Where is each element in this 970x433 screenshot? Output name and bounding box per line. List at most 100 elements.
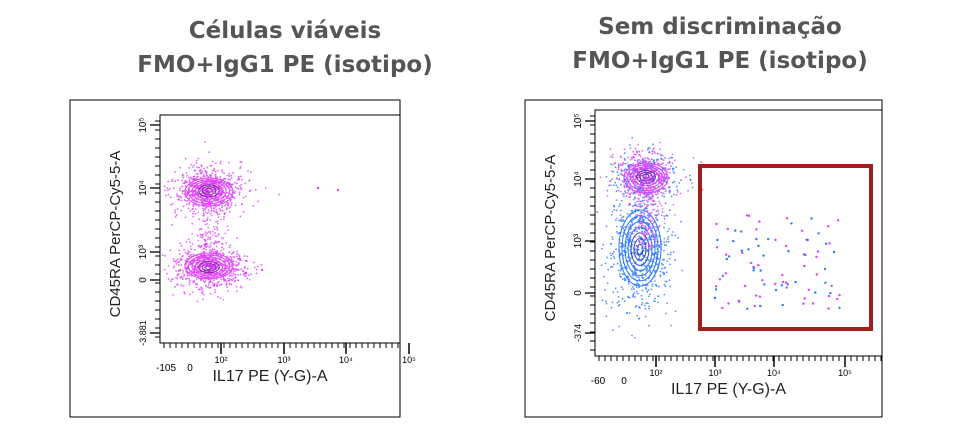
event-dot <box>179 242 182 245</box>
event-dot <box>211 190 213 192</box>
event-dot <box>228 172 231 175</box>
event-dot <box>172 278 175 280</box>
event-dot <box>179 259 182 262</box>
event-dot <box>221 204 224 207</box>
event-dot <box>181 179 184 182</box>
outlier-dot <box>336 188 340 192</box>
event-dot <box>188 201 191 204</box>
event-dot <box>222 253 225 256</box>
event-dot <box>209 219 212 221</box>
event-dot <box>222 269 224 272</box>
event-dot <box>247 170 249 172</box>
event-dot <box>239 273 242 276</box>
population-bridge <box>191 189 230 269</box>
event-dot <box>208 203 211 206</box>
event-dot <box>215 226 218 228</box>
event-dot <box>227 204 229 207</box>
event-dot <box>170 280 172 283</box>
event-dot <box>188 281 191 284</box>
event-dot <box>230 177 233 180</box>
event-dot <box>204 211 207 214</box>
event-dot <box>214 253 217 255</box>
event-dot <box>177 198 180 201</box>
event-dot <box>200 289 203 291</box>
event-dot <box>222 278 225 281</box>
event-dot <box>209 205 212 208</box>
event-dot <box>229 206 232 208</box>
event-dot <box>213 285 216 287</box>
event-dot <box>186 277 189 280</box>
event-dot <box>230 279 233 281</box>
event-dot <box>192 177 195 180</box>
event-dot <box>202 298 204 301</box>
event-dot <box>232 260 235 263</box>
event-dot <box>219 202 222 205</box>
event-dot <box>204 231 207 233</box>
event-dot <box>236 252 238 255</box>
event-dot <box>179 276 182 279</box>
event-dot <box>216 169 219 172</box>
event-dot <box>230 204 233 206</box>
event-dot <box>207 286 210 289</box>
event-dot <box>196 192 199 194</box>
y-tick-label: 0 <box>138 277 149 283</box>
contour-ring <box>191 256 227 277</box>
event-dot <box>239 166 242 168</box>
event-dot <box>200 227 203 230</box>
event-dot <box>215 211 218 213</box>
sparse-events <box>244 186 340 275</box>
event-dot <box>216 188 219 191</box>
event-dot <box>174 209 177 212</box>
event-dot <box>210 253 213 256</box>
y-tick-label: 10³ <box>138 244 149 259</box>
event-dot <box>225 242 228 244</box>
event-dot <box>234 268 237 270</box>
event-dot <box>204 208 206 211</box>
event-dot <box>223 172 226 175</box>
event-dot <box>180 196 183 199</box>
event-dot <box>214 291 217 294</box>
event-dot <box>203 167 206 170</box>
event-dot <box>191 207 194 210</box>
event-dot <box>219 160 222 163</box>
event-dot <box>234 273 237 276</box>
event-dot <box>195 159 198 162</box>
event-dot <box>213 242 216 245</box>
event-dot <box>237 279 240 282</box>
event-dot <box>206 206 208 208</box>
event-dot <box>174 260 177 263</box>
event-dot <box>234 276 237 279</box>
event-dot <box>187 238 190 241</box>
event-dot <box>241 203 244 206</box>
event-dot <box>175 262 178 265</box>
event-dot <box>226 264 229 267</box>
event-dot <box>186 274 189 277</box>
event-dot <box>163 185 166 188</box>
event-dot <box>221 252 224 255</box>
event-dot <box>199 236 202 238</box>
event-dot <box>174 180 177 183</box>
event-dot <box>200 233 203 236</box>
event-dot <box>252 261 255 264</box>
event-dot <box>193 265 195 268</box>
event-dot <box>171 178 174 181</box>
event-dot <box>221 171 224 174</box>
event-dot <box>203 281 206 284</box>
event-dot <box>170 203 173 206</box>
event-dot <box>225 203 227 206</box>
event-dot <box>214 263 217 266</box>
plot-0: -105 0 10² 10³ 10⁴ 10⁵ IL17 PE (Y-G)-A -3.881 0 1… <box>69 99 416 418</box>
event-dot <box>197 239 200 242</box>
event-dot <box>226 286 229 288</box>
event-dot <box>210 201 213 204</box>
event-dot <box>176 277 179 280</box>
event-dot <box>206 223 208 225</box>
event-dot <box>213 279 216 282</box>
event-dot <box>196 283 199 285</box>
contour-ring <box>201 263 217 272</box>
event-dot <box>192 175 195 178</box>
event-dot <box>197 245 200 248</box>
event-dot <box>236 250 239 253</box>
event-dot <box>196 176 198 178</box>
